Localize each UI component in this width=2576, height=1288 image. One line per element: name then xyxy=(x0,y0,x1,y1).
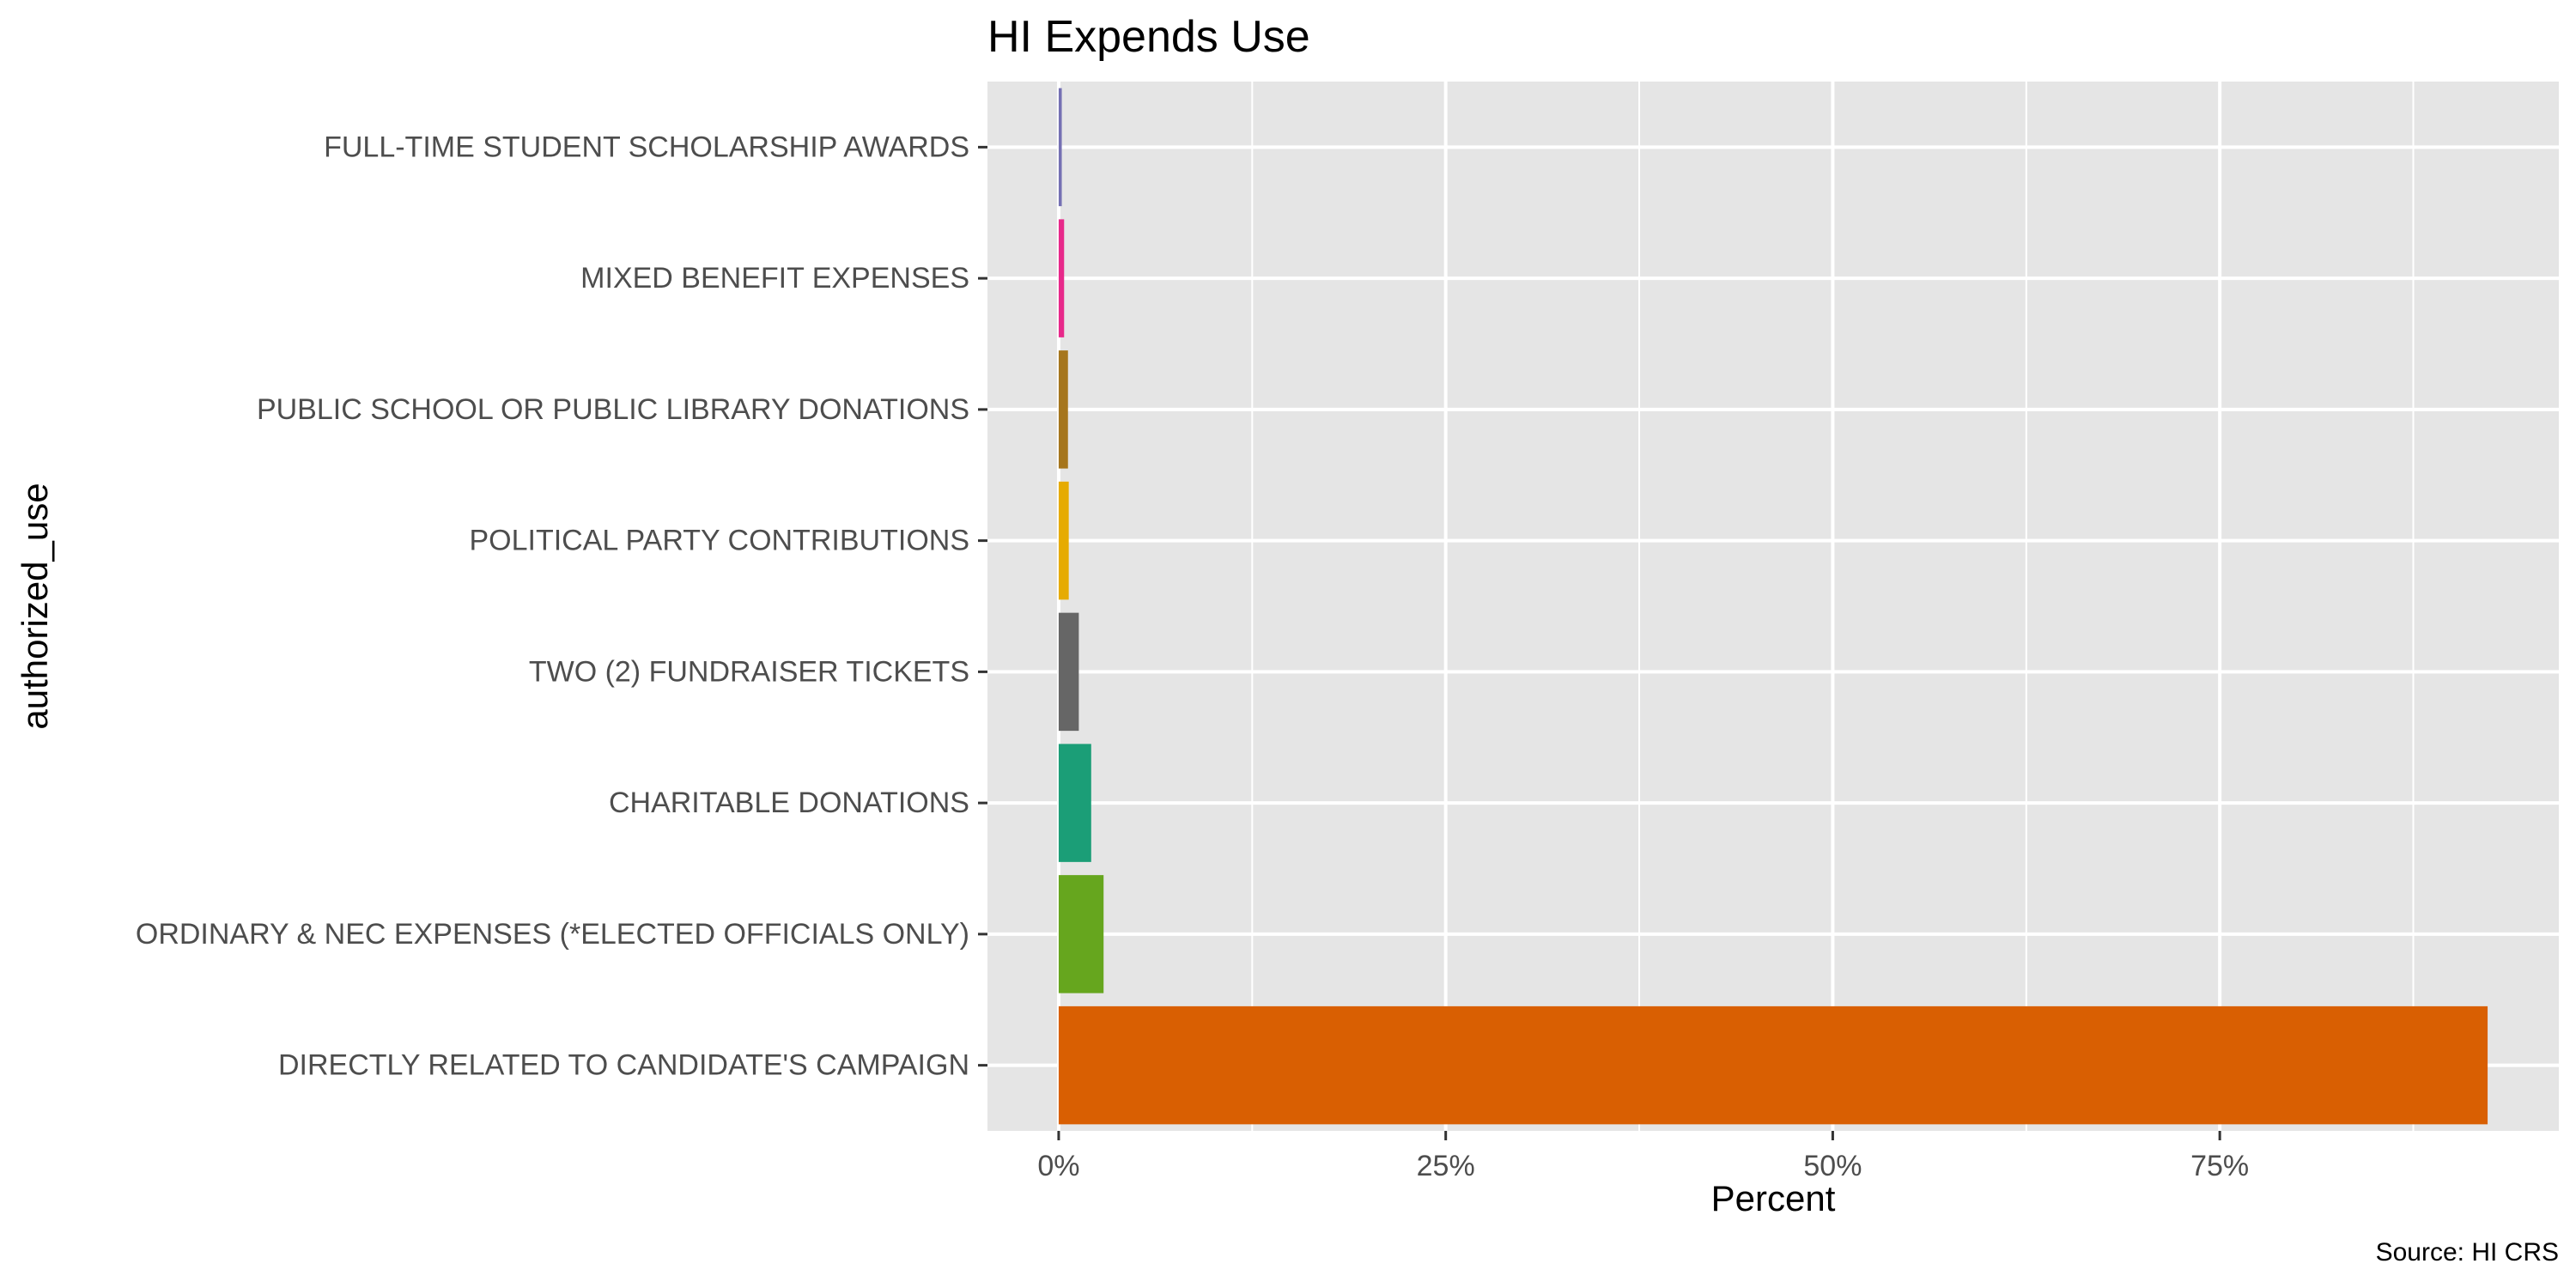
y-tick-label: ORDINARY & NEC EXPENSES (*ELECTED OFFICI… xyxy=(136,918,969,951)
plot-panel xyxy=(987,82,2559,1131)
x-tick-label: 0% xyxy=(1037,1150,1079,1182)
x-tick-label: 75% xyxy=(2190,1150,2249,1182)
y-tick-label: CHARITABLE DONATIONS xyxy=(609,787,969,819)
x-tick-label: 50% xyxy=(1803,1150,1862,1182)
bar xyxy=(1058,744,1091,862)
bar xyxy=(1058,612,1079,732)
bar xyxy=(1058,88,1062,207)
y-tick-label: POLITICAL PARTY CONTRIBUTIONS xyxy=(469,525,969,557)
x-tick-label: 25% xyxy=(1417,1150,1475,1182)
y-tick-label: FULL-TIME STUDENT SCHOLARSHIP AWARDS xyxy=(324,131,969,163)
bar xyxy=(1058,219,1065,337)
x-axis: 0% 25% 50% 75% xyxy=(1037,1131,2249,1182)
grid-major xyxy=(987,82,2559,1131)
x-axis-title: Percent xyxy=(1711,1178,1836,1218)
bar xyxy=(1058,875,1104,993)
y-tick-label: DIRECTLY RELATED TO CANDIDATE'S CAMPAIGN xyxy=(278,1049,969,1082)
bar xyxy=(1058,481,1069,600)
bar xyxy=(1058,350,1068,469)
chart-caption: Source: HI CRS xyxy=(2376,1238,2559,1267)
bar xyxy=(1058,1005,2488,1125)
bars xyxy=(1058,88,2488,1125)
y-tick-label: MIXED BENEFIT EXPENSES xyxy=(580,262,969,295)
y-tick-label: TWO (2) FUNDRAISER TICKETS xyxy=(529,655,969,688)
chart-title: HI Expends Use xyxy=(987,12,1310,62)
y-axis: DIRECTLY RELATED TO CANDIDATE'S CAMPAIGN… xyxy=(136,131,987,1082)
y-tick-label: PUBLIC SCHOOL OR PUBLIC LIBRARY DONATION… xyxy=(257,393,969,426)
grid-minor xyxy=(1251,82,2415,1131)
y-axis-title: authorized_use xyxy=(15,483,55,729)
